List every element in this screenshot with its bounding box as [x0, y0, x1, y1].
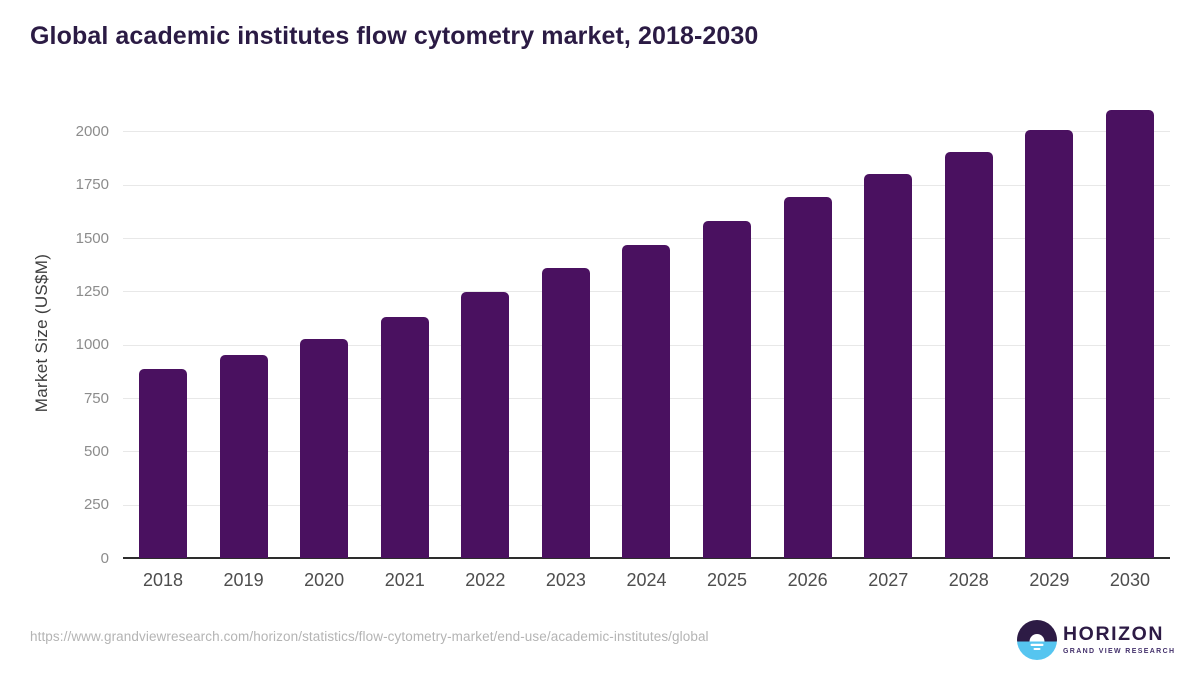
bar-2029	[1025, 130, 1074, 558]
x-tick-label: 2026	[787, 570, 828, 590]
x-tick-label: 2024	[626, 570, 667, 590]
y-tick-label: 1750	[75, 176, 109, 194]
bar-2024	[622, 244, 671, 558]
logo-subtitle: GRAND VIEW RESEARCH	[1063, 648, 1176, 656]
gridline	[123, 184, 1170, 186]
bar-2028	[944, 151, 993, 558]
logo-text: HORIZON GRAND VIEW RESEARCH	[1063, 622, 1176, 656]
x-tick-label: 2027	[868, 570, 909, 590]
y-tick-label: 750	[83, 389, 109, 407]
bar-2021	[380, 317, 429, 558]
y-tick-label: 500	[83, 442, 109, 460]
x-axis-line	[123, 557, 1170, 559]
bar-2022	[461, 292, 510, 558]
y-axis-title: Market Size (US$M)	[32, 253, 51, 413]
bar-2020	[300, 339, 349, 558]
y-tick-label: 250	[83, 496, 109, 514]
y-tick-label: 1500	[75, 229, 109, 247]
bar-2027	[864, 174, 913, 558]
bar-2019	[219, 355, 268, 558]
bar-2023	[541, 267, 590, 558]
logo-name: HORIZON	[1063, 622, 1165, 645]
x-tick-label: 2029	[1029, 570, 1070, 590]
x-tick-label: 2018	[142, 570, 184, 590]
y-tick-label: 2000	[75, 122, 109, 140]
horizon-logo: HORIZON GRAND VIEW RESEARCH	[1017, 620, 1175, 660]
gridline	[123, 131, 1170, 133]
chart-title: Global academic institutes flow cytometr…	[30, 22, 759, 50]
y-tick-label: 0	[100, 549, 109, 567]
x-tick-label: 2023	[545, 570, 586, 590]
bar-2030	[1105, 110, 1154, 558]
x-tick-label: 2030	[1109, 570, 1150, 590]
x-tick-label: 2028	[948, 570, 989, 590]
y-tick-label: 1000	[75, 336, 109, 354]
plot-area: 0 250 500 750 1000 1250 1500 1750 2000 2018 2019 20…	[76, 108, 1170, 590]
x-tick-label: 2022	[465, 570, 506, 590]
x-tick-label: 2019	[223, 570, 264, 590]
bar-2018	[139, 369, 187, 558]
x-tick-label: 2020	[304, 570, 345, 590]
bar-2026	[783, 196, 832, 558]
source-url: https://www.grandviewresearch.com/horizo…	[30, 629, 709, 644]
x-tick-label: 2025	[707, 570, 748, 590]
x-tick-label: 2021	[384, 570, 425, 590]
bar-2025	[703, 221, 752, 558]
gridline	[123, 238, 1170, 240]
horizon-sun-icon	[1017, 620, 1057, 660]
y-tick-label: 1250	[75, 282, 109, 300]
